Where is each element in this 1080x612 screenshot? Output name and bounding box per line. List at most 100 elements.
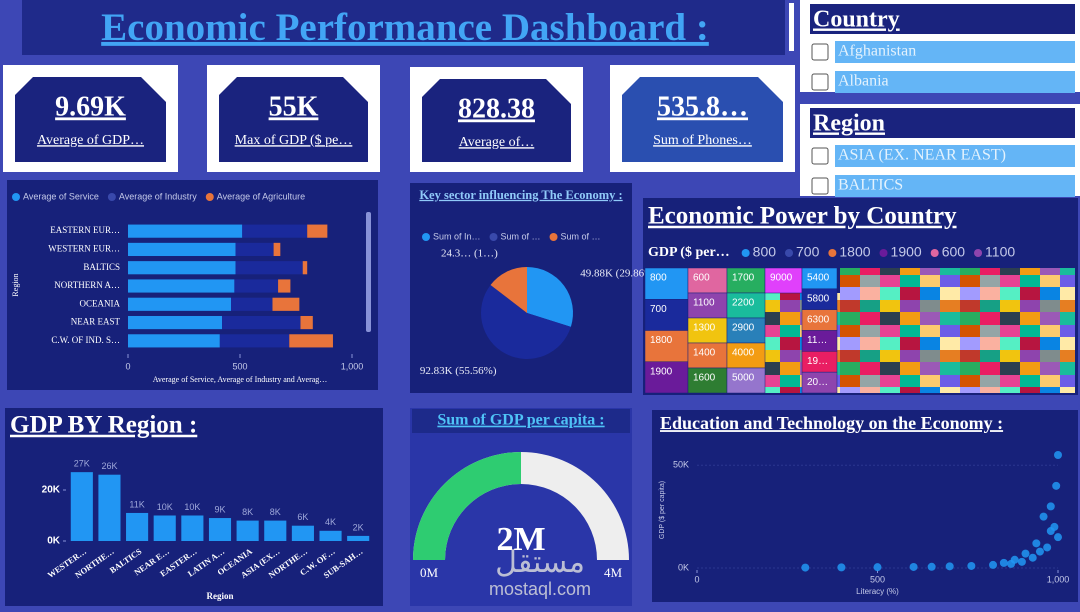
gauge-tick-label: 4M [604, 565, 623, 580]
kpi-shape [219, 77, 368, 162]
treemap-cell [644, 361, 689, 394]
point [1043, 543, 1052, 552]
data-label: 24.3… (1…) [441, 247, 498, 259]
y-axis-title: Region [11, 273, 20, 296]
bar-segment [272, 297, 300, 311]
cell-label: 800 [650, 273, 667, 284]
legend-label: 700 [796, 244, 820, 260]
treemap-cell [764, 267, 803, 294]
bar-segment [222, 315, 301, 330]
slicer-item[interactable]: ASIA (EX. NEAR EAST) [838, 147, 1006, 164]
bar [70, 472, 93, 541]
legend-marker [489, 233, 498, 241]
bar-segment [273, 242, 281, 257]
checkbox[interactable] [811, 147, 829, 165]
point [999, 558, 1008, 567]
bar [264, 520, 287, 541]
dashboard-title: Economic Performance Dashboard : [101, 6, 709, 49]
treemap-cell [687, 292, 728, 319]
point [1039, 512, 1048, 521]
pie-slice [481, 284, 571, 359]
panel [652, 410, 1078, 602]
cell-label: 1300 [693, 323, 716, 334]
cell-label: 5800 [807, 293, 830, 304]
legend-marker [974, 249, 983, 257]
kpi-value: 55K [269, 91, 319, 122]
treemap-cell [726, 367, 766, 394]
y-axis-title: GDP ($ per capita) [659, 481, 666, 539]
kpi-value: 9.69K [55, 91, 126, 122]
bar-segment [300, 315, 313, 330]
bar [291, 525, 314, 541]
point [967, 561, 976, 570]
cell-label: 1400 [693, 348, 716, 359]
panel [5, 408, 383, 606]
cell-label: 19… [807, 356, 828, 367]
kpi-label: Average of… [459, 135, 535, 150]
title-bar [22, 0, 785, 55]
cell-label: 1600 [693, 373, 716, 384]
gauge-value: 2M [496, 521, 545, 558]
kpi-value: 828.38 [458, 93, 535, 124]
kpi-shape [15, 77, 166, 162]
data-label: 26K [101, 461, 117, 471]
bar-segment [128, 242, 236, 257]
treemap-cell [644, 330, 689, 362]
chart-title: Sum of GDP per capita : [437, 412, 604, 429]
y-tick-label: OCEANIA [80, 298, 121, 308]
data-label: 49.88K (29.86%) [580, 268, 657, 280]
legend-marker [785, 249, 794, 257]
slicer-item[interactable]: BALTICS [838, 177, 903, 194]
bar [153, 515, 176, 541]
treemap-cell [644, 299, 689, 331]
data-label: 10K [184, 502, 200, 512]
legend-marker [12, 193, 20, 201]
bar-segment [235, 261, 303, 275]
bar-segment [128, 315, 223, 330]
bar [126, 512, 149, 541]
y-tick-label: NEAR EAST [71, 317, 121, 327]
cell-label: 2900 [732, 323, 755, 334]
watermark-logo: مستقل [495, 546, 585, 579]
x-tick-label: 500 [232, 361, 247, 371]
kpi-shape [422, 79, 571, 162]
y-tick-label: 50K [673, 460, 689, 470]
chart-title: Economic Power by Country [648, 203, 957, 230]
bar-segment [235, 242, 274, 257]
slicer-title: Country [813, 7, 900, 33]
data-label: 10K [157, 502, 173, 512]
legend-marker [930, 249, 939, 257]
legend-marker [205, 193, 214, 201]
cell-label: 5400 [807, 273, 830, 284]
kpi-value: 535.8… [657, 91, 748, 122]
bar-segment [219, 334, 290, 348]
treemap-cell [687, 267, 728, 294]
bar-segment [289, 334, 333, 348]
data-label: 8K [242, 507, 253, 517]
cell-label: 1800 [650, 335, 673, 346]
cell-label: 9000 [770, 273, 793, 284]
y-tick-label: 0K [47, 536, 61, 547]
checkbox[interactable] [811, 43, 829, 61]
checkbox[interactable] [811, 73, 829, 91]
data-label: 9K [214, 504, 225, 514]
slicer-item-bg [835, 175, 1075, 197]
point [1054, 533, 1062, 542]
slicer-item-bg [835, 71, 1075, 93]
treemap-cell [801, 371, 838, 394]
legend-label: 800 [753, 244, 777, 260]
data-label: 11K [129, 499, 144, 509]
x-tick-label: 1,000 [1047, 574, 1070, 584]
point [1028, 553, 1037, 562]
point [1017, 557, 1026, 566]
checkbox[interactable] [811, 177, 829, 195]
bar-segment [234, 279, 279, 293]
cell-label: 11… [807, 335, 827, 346]
bar-segment [128, 224, 243, 238]
scrollbar [366, 212, 371, 332]
slicer-item[interactable]: Afghanistan [838, 43, 916, 60]
slicer-item[interactable]: Albania [838, 73, 889, 90]
y-tick-label: 0K [678, 562, 689, 572]
watermark-text: mostaql.com [489, 579, 591, 599]
x-tick-label: 0 [125, 361, 130, 371]
